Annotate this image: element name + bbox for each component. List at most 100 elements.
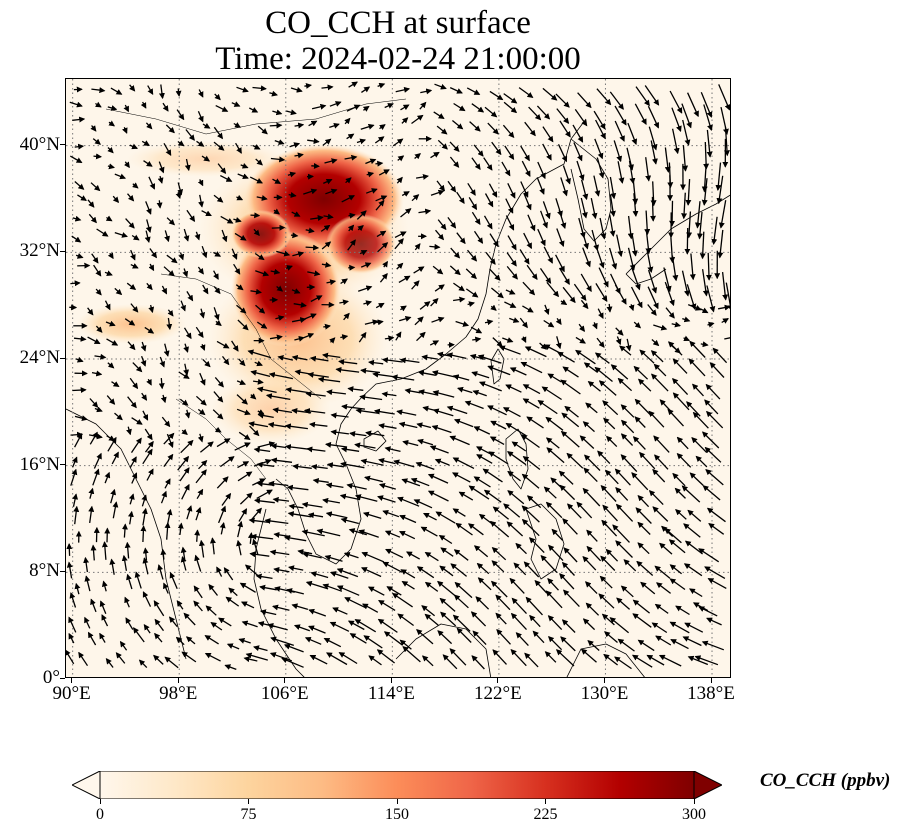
wind-vector-arrow — [451, 119, 464, 130]
wind-vector-arrow — [488, 451, 509, 465]
wind-vector-arrow — [547, 577, 559, 591]
wind-vector-arrow — [522, 398, 540, 409]
colorbar-tick-label: 300 — [682, 806, 706, 823]
wind-vector-arrow — [243, 656, 258, 663]
wind-vector-arrow — [194, 554, 202, 572]
wind-vector-arrow — [632, 436, 646, 450]
wind-vector-arrow — [506, 265, 518, 280]
wind-vector-arrow — [286, 484, 309, 491]
wind-vector-arrow — [437, 630, 453, 645]
wind-vector-arrow — [359, 250, 368, 256]
wind-vector-arrow — [184, 409, 191, 419]
lon-tick-label: 114°E — [367, 683, 415, 704]
wind-vector-arrow — [126, 282, 137, 291]
wind-vector-arrow — [580, 197, 588, 219]
wind-vector-arrow — [163, 582, 169, 594]
wind-vector-arrow — [489, 520, 510, 538]
colorbar-tick-mark — [693, 799, 695, 804]
map-panel[interactable] — [65, 78, 731, 678]
wind-vector-arrow — [142, 448, 153, 465]
wind-vector-arrow — [635, 86, 650, 107]
wind-vector-arrow — [198, 194, 204, 208]
wind-vector-arrow — [132, 182, 139, 189]
wind-vector-arrow — [124, 596, 130, 608]
wind-vector-arrow — [585, 581, 598, 595]
wind-vector-arrow — [524, 121, 536, 137]
wind-vector-arrow — [440, 611, 457, 627]
wind-vector-arrow — [158, 378, 165, 390]
wind-vector-arrow — [491, 141, 502, 156]
wind-vector-arrow — [580, 648, 597, 663]
wind-vector-arrow — [131, 417, 143, 425]
wind-vector-arrow — [217, 163, 227, 174]
wind-vector-arrow — [563, 589, 580, 608]
wind-vector-arrow — [154, 618, 165, 632]
wind-vector-arrow — [701, 640, 725, 651]
wind-vector-arrow — [609, 214, 616, 237]
wind-vector-arrow — [202, 358, 211, 368]
wind-vector-arrow — [238, 431, 251, 440]
wind-vector-arrow — [301, 501, 323, 508]
wind-vector-arrow — [401, 191, 410, 197]
wind-vector-arrow — [362, 603, 379, 613]
wind-vector-arrow — [669, 621, 690, 634]
wind-vector-arrow — [249, 176, 263, 184]
wind-vector-arrow — [559, 484, 576, 501]
wind-vector-arrow — [617, 377, 633, 392]
wind-vector-arrow — [194, 529, 201, 542]
wind-vector-arrow — [550, 477, 563, 489]
wind-vector-arrow — [121, 523, 128, 538]
wind-vector-arrow — [502, 337, 514, 343]
wind-vector-arrow — [689, 472, 704, 486]
wind-vector-arrow — [252, 144, 261, 150]
wind-vector-arrow — [378, 423, 397, 429]
wind-vector-arrow — [179, 398, 189, 406]
wind-vector-arrow — [424, 581, 439, 592]
wind-vector-arrow — [706, 507, 726, 523]
wind-vector-arrow — [384, 335, 395, 342]
wind-vector-arrow — [221, 229, 228, 243]
wind-vector-arrow — [701, 178, 708, 206]
wind-vector-arrow — [534, 579, 548, 594]
wind-vector-arrow — [101, 541, 108, 560]
wind-vector-arrow — [492, 506, 510, 520]
colorbar-low-extend — [72, 771, 101, 799]
wind-vector-arrow — [529, 537, 545, 554]
wind-vector-arrow — [226, 643, 240, 650]
wind-vector-arrow — [111, 381, 120, 388]
wind-vector-arrow — [268, 372, 294, 380]
wind-vector-arrow — [620, 454, 638, 473]
wind-vector-arrow — [495, 594, 511, 611]
wind-vector-arrow — [72, 493, 79, 507]
lat-tick-mark — [60, 677, 65, 679]
wind-vector-arrow — [180, 439, 194, 454]
wind-vector-arrow — [594, 352, 610, 364]
wind-vector-arrow — [590, 197, 598, 220]
wind-vector-arrow — [725, 282, 730, 312]
wind-vector-arrow — [676, 452, 692, 468]
wind-vector-arrow — [378, 457, 396, 465]
wind-vector-arrow — [340, 461, 365, 469]
wind-vector-arrow — [303, 408, 326, 415]
wind-vector-arrow — [160, 548, 167, 560]
wind-vector-arrow — [143, 160, 153, 167]
wind-vector-arrow — [308, 120, 318, 127]
wind-vector-arrow — [449, 265, 461, 276]
wind-vector-arrow — [338, 652, 358, 665]
wind-vector-arrow — [718, 84, 730, 111]
wind-vector-arrow — [567, 503, 582, 519]
wind-vector-arrow — [294, 122, 305, 129]
wind-vector-arrow — [454, 581, 473, 599]
wind-vector-arrow — [75, 253, 84, 259]
wind-vector-arrow — [632, 181, 639, 205]
wind-vector-arrow — [437, 219, 447, 231]
wind-vector-arrow — [578, 323, 586, 332]
wind-vector-arrow — [177, 522, 184, 535]
wind-vector-arrow — [249, 551, 270, 558]
wind-vector-arrow — [357, 225, 364, 232]
wind-vector-arrow — [104, 300, 111, 311]
wind-vector-arrow — [453, 549, 469, 561]
wind-vector-arrow — [705, 469, 724, 486]
wind-vector-arrow — [539, 268, 552, 284]
wind-vector-arrow — [121, 554, 128, 571]
